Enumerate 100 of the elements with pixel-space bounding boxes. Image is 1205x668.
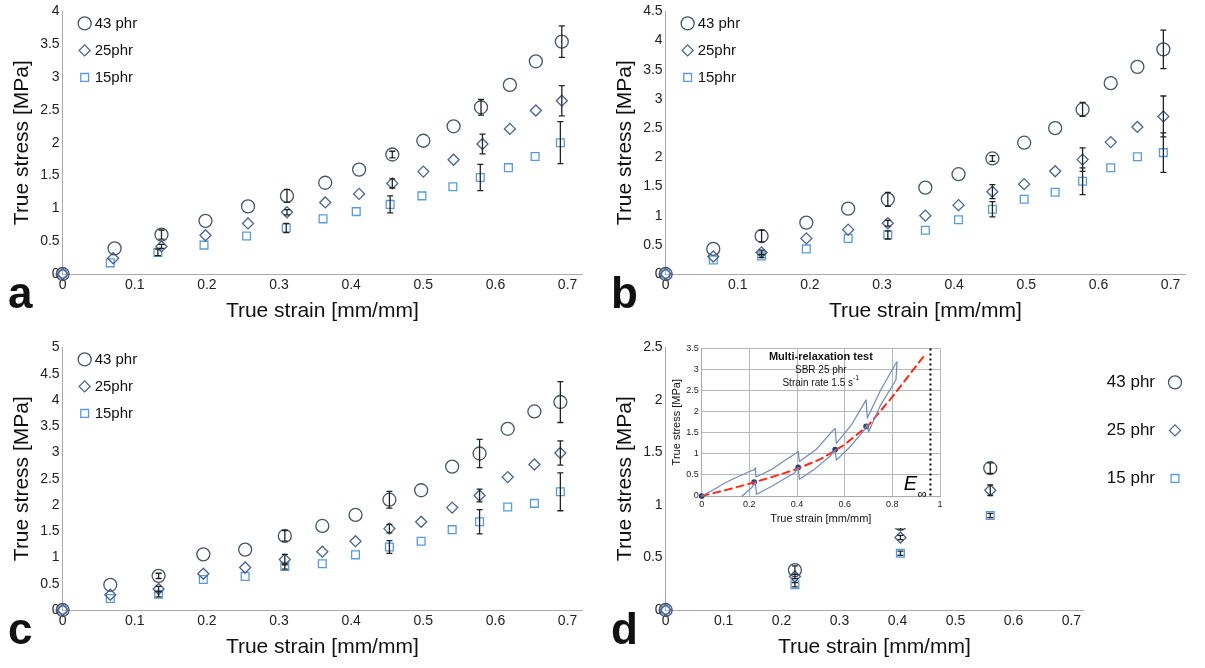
y-tick-label: 1: [51, 548, 60, 565]
x-axis-title: True strain [mm/mm]: [225, 634, 419, 658]
x-tick-label: 0.2: [743, 498, 756, 509]
y-tick-label: 3: [693, 363, 699, 374]
y-axis-title: True stress [MPa]: [9, 396, 33, 562]
x-tick-label: 0.5: [413, 612, 434, 629]
x-tick-label: 0.3: [269, 612, 289, 629]
x-tick-label: 0.1: [125, 612, 145, 629]
x-tick-label: 0.2: [800, 276, 820, 293]
y-tick-label: 3.5: [643, 60, 663, 77]
y-tick-label: 2.5: [643, 338, 663, 355]
y-tick-label: 0.5: [40, 232, 60, 249]
x-axis-title: True strain [mm/mm]: [225, 298, 419, 322]
y-tick-label: 3.5: [40, 417, 60, 434]
y-tick-label: 1: [693, 448, 699, 459]
x-axis-title: True strain [mm/mm]: [770, 512, 872, 525]
y-tick-label: 4: [51, 2, 60, 19]
y-tick-label: 1: [51, 199, 60, 216]
y-tick-label: 4: [654, 31, 663, 48]
y-tick-label: 2: [51, 133, 60, 150]
x-tick-label: 0.1: [728, 276, 748, 293]
x-tick-label: 0.4: [790, 498, 804, 509]
y-tick-label: 0.5: [643, 548, 663, 565]
legend-label: 43 phr: [1106, 372, 1156, 392]
y-tick-label: 3.5: [40, 35, 60, 52]
x-tick-label: 0.3: [269, 276, 289, 293]
y-tick-label: 2.5: [686, 385, 699, 396]
y-tick-label: 2: [654, 148, 663, 165]
legend-label: 43 phr: [94, 349, 138, 367]
x-tick-label: 0.4: [341, 276, 362, 293]
x-tick-label: 0.5: [413, 276, 434, 293]
x-tick-label: 0.5: [945, 612, 966, 629]
legend-label: 15 phr: [1106, 468, 1156, 488]
x-tick-label: 0.6: [485, 612, 506, 629]
text: c: [8, 604, 33, 653]
ref-line-label: E∞: [903, 472, 927, 501]
y-tick-label: 1: [654, 206, 663, 223]
y-tick-label: 4.5: [40, 364, 60, 381]
x-tick-label: 0.7: [557, 612, 578, 629]
x-tick-label: 0.7: [557, 276, 578, 293]
x-tick-label: 0.1: [125, 276, 145, 293]
x-tick-label: 0.6: [485, 276, 506, 293]
x-tick-label: 0.4: [944, 276, 965, 293]
y-tick-label: 0: [693, 490, 699, 501]
legend-label: 25 phr: [1106, 420, 1156, 440]
x-tick-label: 0.6: [1003, 612, 1024, 629]
y-tick-label: 4.5: [643, 2, 663, 19]
y-tick-label: 2: [654, 390, 663, 407]
y-tick-label: 1.5: [40, 522, 60, 539]
text: b: [611, 268, 638, 317]
x-axis-title: True strain [mm/mm]: [828, 298, 1022, 322]
y-tick-label: 2: [51, 495, 60, 512]
y-tick-label: 0.5: [686, 469, 699, 480]
x-tick-label: 1: [937, 498, 943, 509]
legend-label: 43 phr: [94, 13, 138, 31]
y-tick-label: 2.5: [643, 118, 663, 135]
y-tick-label: 3: [654, 89, 663, 106]
y-tick-label: 0.5: [40, 574, 60, 591]
y-axis-title: True stress [MPa]: [9, 60, 33, 226]
y-tick-label: 2.5: [40, 469, 60, 486]
legend-label: 15phr: [94, 67, 134, 85]
y-tick-label: 2: [693, 406, 699, 417]
legend-label: 43 phr: [697, 13, 741, 31]
y-axis-title: True stress [MPa]: [612, 396, 636, 562]
x-tick-label: 0.6: [1088, 276, 1109, 293]
x-tick-label: 0.1: [713, 612, 734, 629]
x-tick-label: 0.4: [887, 612, 908, 629]
x-tick-label: 0.7: [1160, 276, 1181, 293]
y-tick-label: 4: [51, 390, 60, 407]
y-tick-label: 2.5: [40, 100, 60, 117]
legend-label: 25phr: [94, 40, 134, 58]
y-tick-label: 1.5: [643, 177, 663, 194]
y-tick-label: 1.5: [40, 166, 60, 183]
legend-label: 15phr: [697, 67, 737, 85]
y-axis-title: True stress [MPa]: [612, 60, 636, 226]
x-tick-label: 0.3: [829, 612, 850, 629]
x-tick-label: 0.2: [197, 276, 217, 293]
x-tick-label: 0.2: [771, 612, 792, 629]
y-tick-label: 3: [51, 67, 60, 84]
text: d: [611, 604, 638, 653]
x-tick-label: 0.6: [838, 498, 851, 509]
text: SBR 25 phr: [795, 364, 848, 376]
legend-label: 25phr: [697, 40, 737, 58]
x-axis-title: True strain [mm/mm]: [777, 634, 971, 658]
chart-title: Multi-relaxation test: [768, 349, 874, 362]
x-tick-label: 0.4: [341, 612, 362, 629]
y-tick-label: 0.5: [643, 235, 663, 252]
x-tick-label: 0.2: [197, 612, 217, 629]
text: a: [8, 268, 33, 317]
y-tick-label: 1.5: [686, 427, 699, 438]
legend-label: 25phr: [94, 376, 134, 394]
x-tick-label: 0.3: [872, 276, 892, 293]
y-axis-title: True stress [MPa]: [669, 379, 682, 466]
legend-label: 15phr: [94, 403, 134, 421]
y-tick-label: 3.5: [686, 342, 699, 353]
y-tick-label: 1.5: [643, 443, 663, 460]
x-tick-label: 0.5: [1016, 276, 1037, 293]
x-tick-label: 0.8: [886, 498, 899, 509]
x-tick-label: 0.7: [1061, 612, 1082, 629]
y-tick-label: 3: [51, 443, 60, 460]
